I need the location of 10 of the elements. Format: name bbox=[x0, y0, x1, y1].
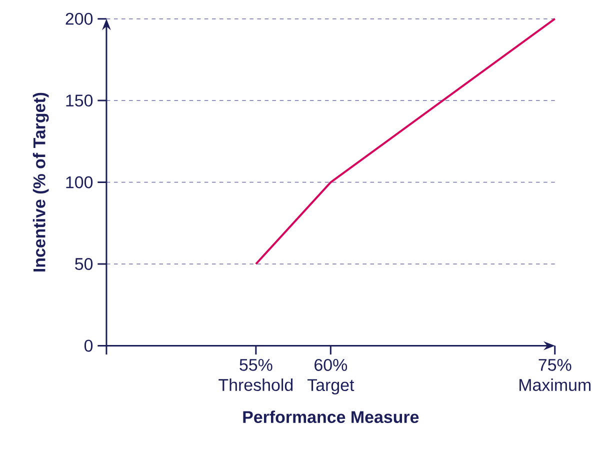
y-tick-label: 200 bbox=[66, 12, 93, 25]
y-tick-label: 100 bbox=[66, 176, 93, 188]
x-tick-label: 75% Maximum bbox=[520, 358, 590, 391]
y-tick-label: 150 bbox=[66, 94, 93, 106]
y-tick-label: 0 bbox=[84, 340, 93, 352]
y-axis-title: Incentive (% of Target) bbox=[32, 92, 49, 272]
y-tick-label: 50 bbox=[75, 258, 93, 270]
x-tick-label: 55% Threshold bbox=[218, 358, 293, 391]
x-tick-label: 60% Target bbox=[307, 358, 354, 394]
x-axis-title: Performance Measure bbox=[243, 410, 419, 423]
